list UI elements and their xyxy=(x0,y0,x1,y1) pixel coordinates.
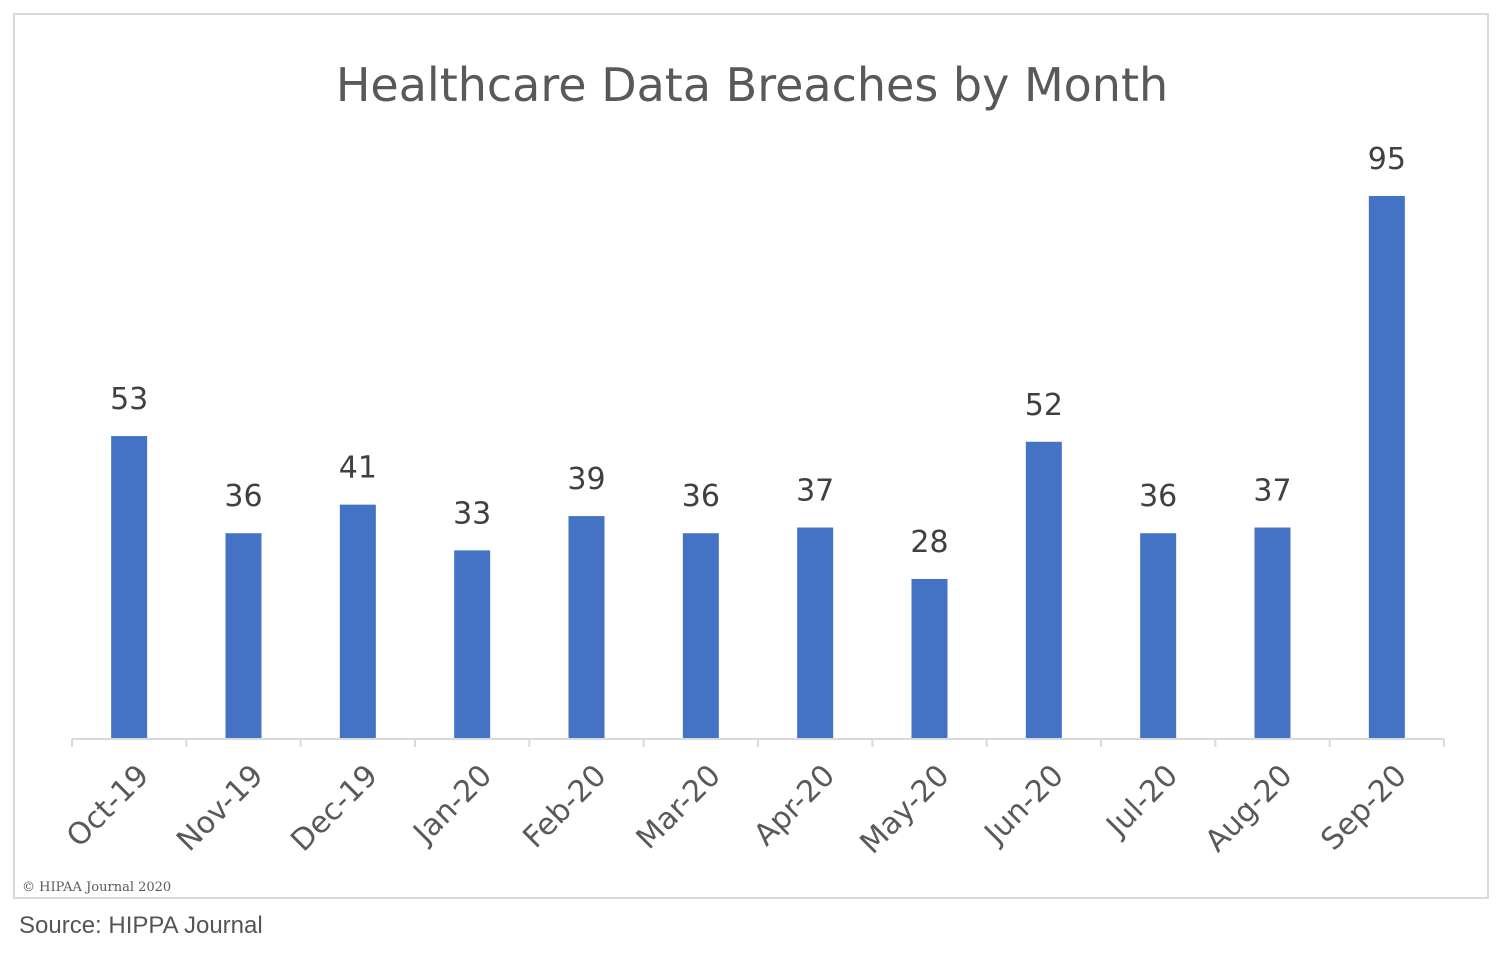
tick-label: Dec-19 xyxy=(284,758,384,858)
x-axis xyxy=(71,738,1445,747)
chart-title: Healthcare Data Breaches by Month xyxy=(336,58,1168,112)
data-label: 33 xyxy=(453,496,491,531)
tick-label: Jul-20 xyxy=(1099,758,1185,844)
bar xyxy=(454,550,491,739)
tick-label: Jun-20 xyxy=(977,758,1071,852)
bar xyxy=(568,516,605,739)
data-label: 36 xyxy=(224,479,262,514)
chart-frame xyxy=(13,13,1489,899)
bar xyxy=(111,436,148,739)
bar xyxy=(1254,527,1291,739)
data-label: 39 xyxy=(567,462,605,497)
data-label: 95 xyxy=(1368,142,1406,177)
bar xyxy=(1368,196,1405,739)
data-label: 36 xyxy=(1139,479,1177,514)
data-label: 37 xyxy=(1253,474,1291,509)
tick-label: May-20 xyxy=(854,758,957,861)
bar xyxy=(797,527,834,739)
copyright-watermark: © HIPAA Journal 2020 xyxy=(22,880,171,895)
data-label: 52 xyxy=(1025,388,1063,423)
x-tick-labels: Oct-19 Nov-19 Dec-19 Jan-20 Feb-20 Mar-20 Apr-… xyxy=(60,758,1414,861)
bar xyxy=(225,533,262,739)
source-caption: Source: HIPPA Journal xyxy=(19,912,263,939)
data-label: 36 xyxy=(682,479,720,514)
bars-layer xyxy=(111,196,1405,739)
data-label: 41 xyxy=(339,451,377,486)
data-label: 53 xyxy=(110,382,148,417)
bar xyxy=(1025,441,1062,739)
bar xyxy=(682,533,719,739)
bar xyxy=(1140,533,1177,739)
data-label: 37 xyxy=(796,474,834,509)
tick-label: Aug-20 xyxy=(1199,758,1300,859)
tick-label: Apr-20 xyxy=(747,758,842,853)
tick-label: Jan-20 xyxy=(406,758,500,852)
data-labels: 53 36 41 33 39 36 37 28 52 36 37 95 xyxy=(110,142,1406,560)
tick-label: Sep-20 xyxy=(1314,758,1413,857)
bar xyxy=(911,578,948,739)
tick-label: Mar-20 xyxy=(630,758,728,856)
data-label: 28 xyxy=(910,525,948,560)
tick-label: Oct-19 xyxy=(60,758,156,854)
tick-label: Nov-19 xyxy=(170,758,270,858)
bar xyxy=(339,504,376,739)
tick-label: Feb-20 xyxy=(516,758,613,855)
